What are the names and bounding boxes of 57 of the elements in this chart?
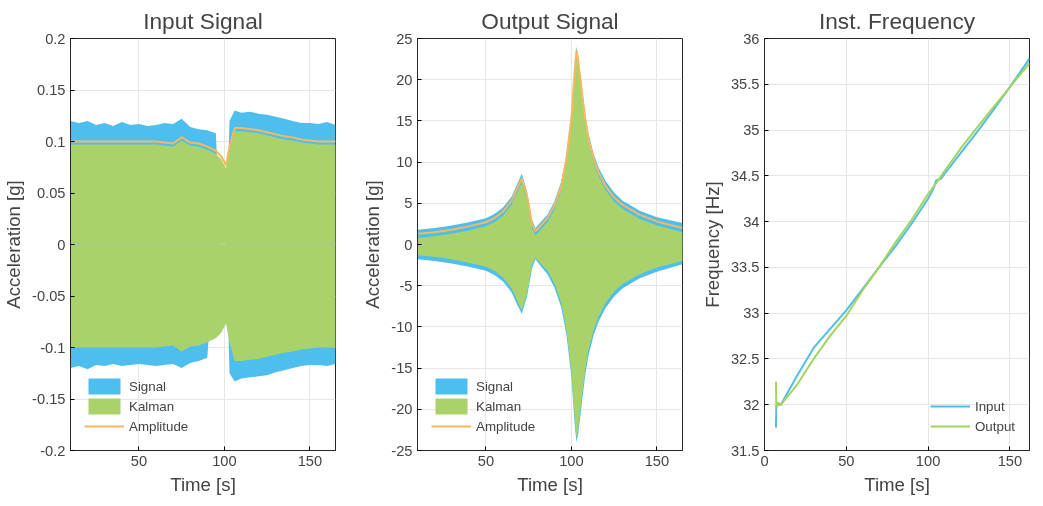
legend-label: Amplitude <box>476 418 536 434</box>
y-tick-label: 0 <box>57 236 66 253</box>
x-tick-label: 100 <box>915 452 941 469</box>
y-tick-label: 31.5 <box>730 442 760 459</box>
legend-label: Signal <box>476 378 514 394</box>
y-tick-label: 34 <box>743 213 760 230</box>
legend-label: Kalman <box>129 398 175 414</box>
legend-label: Output <box>974 418 1015 434</box>
y-tick-label: -15 <box>391 360 413 377</box>
y-tick-label: 0 <box>404 236 413 253</box>
legend-label: Input <box>974 398 1005 414</box>
y-axis-title: Acceleration [g] <box>362 180 384 309</box>
y-tick-label: 0.2 <box>45 30 66 47</box>
y-tick-label: 0.1 <box>45 133 66 150</box>
y-tick-label: -0.05 <box>32 288 66 304</box>
y-tick-label: -20 <box>391 401 413 418</box>
y-tick-label: 35.5 <box>730 76 760 93</box>
y-tick-label: 35 <box>743 122 760 139</box>
x-tick-label: 150 <box>644 452 670 469</box>
y-tick-label: 32 <box>743 396 760 413</box>
y-axis-title: Frequency [Hz] <box>701 181 723 308</box>
y-tick-label: 20 <box>396 71 413 88</box>
legend-label: Signal <box>129 378 167 394</box>
x-tick-label: 150 <box>297 452 323 469</box>
y-tick-label: 33 <box>743 305 760 322</box>
y-tick-label: -10 <box>391 318 413 335</box>
y-tick-label: 10 <box>396 154 413 171</box>
y-tick-label: -25 <box>391 442 413 459</box>
x-axis-title: Time [s] <box>170 473 236 495</box>
x-axis-title: Time [s] <box>517 473 583 495</box>
x-axis-title: Time [s] <box>864 473 930 495</box>
x-tick-label: 50 <box>838 452 855 469</box>
y-tick-label: -0.15 <box>32 391 66 407</box>
y-tick-label: 34.5 <box>730 167 760 184</box>
y-tick-label: 0.05 <box>36 185 66 201</box>
y-tick-label: 5 <box>404 195 413 212</box>
chart-title: Input Signal <box>143 7 263 34</box>
x-tick-label: 50 <box>477 452 495 469</box>
y-tick-label: 32.5 <box>730 350 760 367</box>
y-tick-label: -0.2 <box>40 442 66 459</box>
chart-title: Inst. Frequency <box>818 7 976 34</box>
y-tick-label: 36 <box>743 30 760 47</box>
legend-label: Amplitude <box>129 418 189 434</box>
y-tick-label: -0.1 <box>40 339 66 356</box>
x-tick-label: 50 <box>130 452 148 469</box>
y-tick-label: 0.15 <box>36 82 66 98</box>
y-tick-label: 33.5 <box>730 259 760 276</box>
y-tick-label: 15 <box>396 112 413 129</box>
x-tick-label: 150 <box>997 452 1023 469</box>
y-tick-label: -5 <box>399 277 413 294</box>
legend-label: Kalman <box>476 398 522 414</box>
y-tick-label: 25 <box>396 30 413 47</box>
x-tick-label: 100 <box>212 452 237 469</box>
chart-title: Output Signal <box>481 7 619 34</box>
line-series <box>70 127 336 167</box>
y-axis-title: Acceleration [g] <box>3 180 25 309</box>
x-tick-label: 100 <box>559 452 584 469</box>
